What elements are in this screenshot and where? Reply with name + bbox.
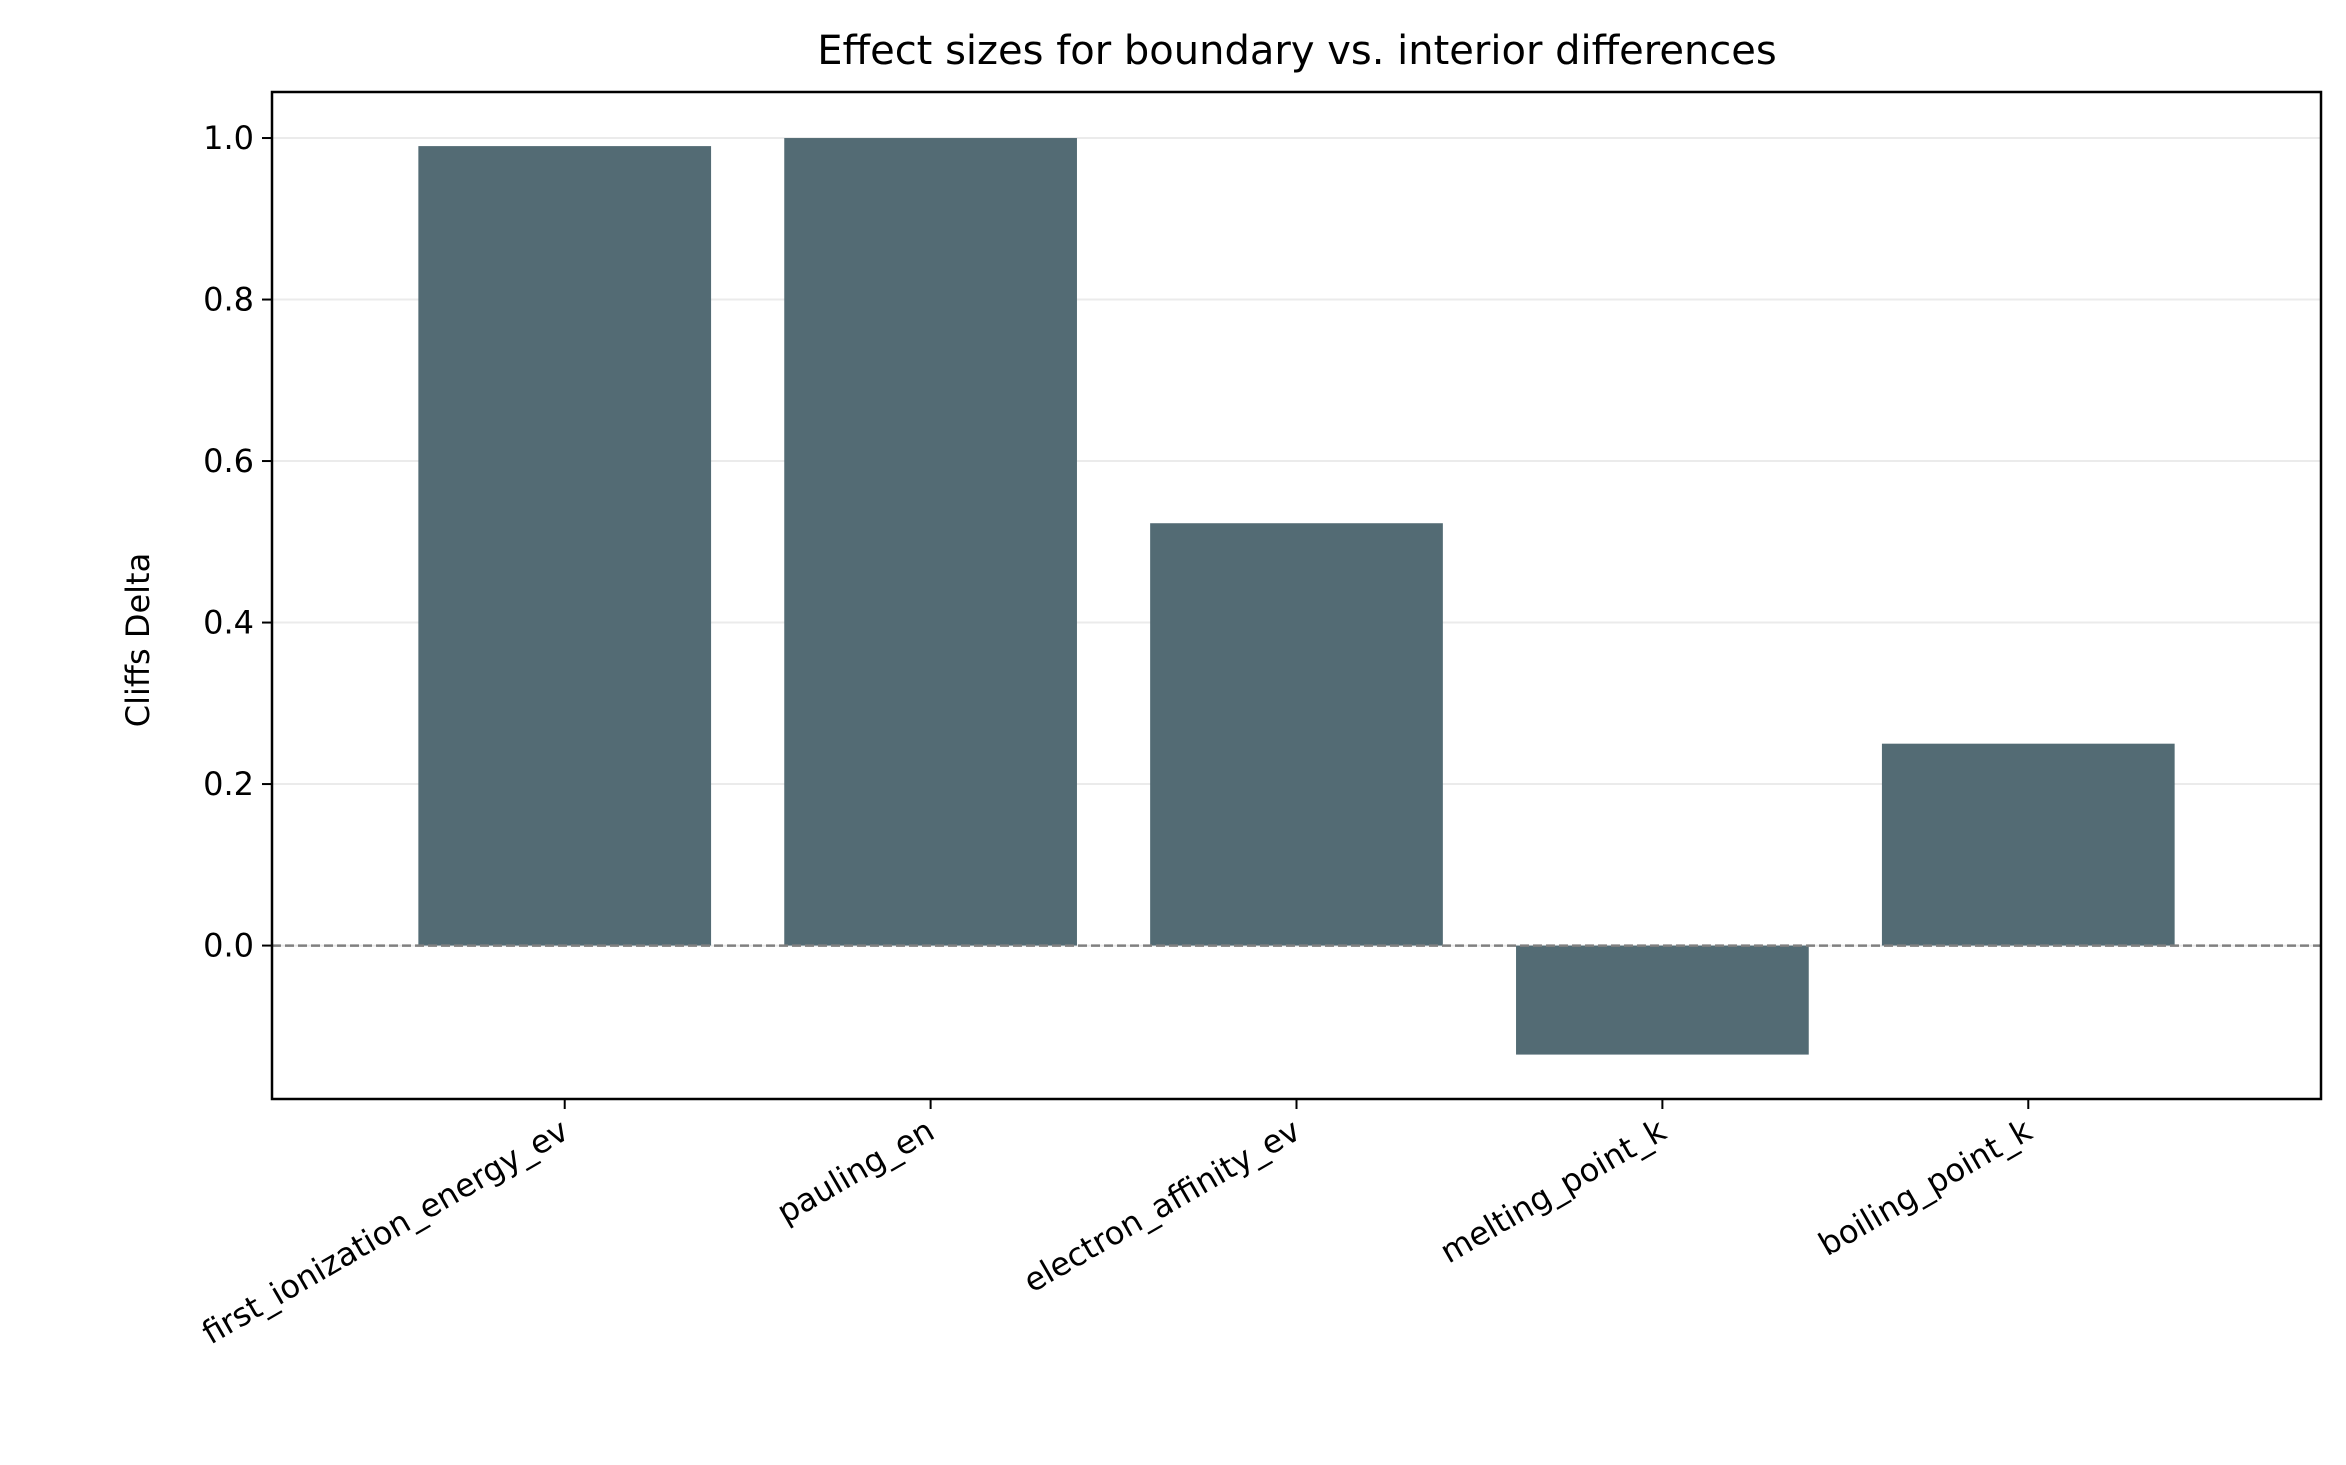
x-tick-label-first-ionization-energy-ev: first_ionization_energy_ev [195, 1111, 574, 1352]
bar-pauling-en [784, 138, 1077, 946]
x-tick-label-pauling-en: pauling_en [770, 1111, 940, 1231]
y-tick-label-1: 0.2 [203, 765, 254, 803]
y-axis-label: Cliffs Delta [119, 553, 157, 727]
chart-title: Effect sizes for boundary vs. interior d… [817, 28, 1777, 74]
x-tick-label-boiling-point-k: boiling_point_k [1812, 1111, 2039, 1264]
bar-first-ionization-energy-ev [418, 146, 712, 946]
y-tick-label-0: 0.0 [203, 927, 254, 965]
bar-boiling-point-k [1881, 743, 2175, 946]
y-axis-ticks: 0.0 0.2 0.4 0.6 0.8 1.0 [203, 119, 272, 965]
y-tick-label-2: 0.4 [203, 604, 254, 642]
bars [418, 138, 2175, 1055]
x-tick-label-melting-point-k: melting_point_k [1433, 1111, 1672, 1271]
bar-melting-point-k [1516, 945, 1809, 1055]
x-tick-label-electron-affinity-ev: electron_affinity_ev [1017, 1111, 1307, 1300]
bar-electron-affinity-ev [1150, 523, 1443, 946]
y-tick-label-3: 0.6 [203, 442, 254, 480]
x-axis-ticks: first_ionization_energy_ev pauling_en elec… [195, 1099, 2039, 1352]
y-tick-label-4: 0.8 [203, 281, 254, 319]
y-tick-label-5: 1.0 [203, 119, 254, 157]
